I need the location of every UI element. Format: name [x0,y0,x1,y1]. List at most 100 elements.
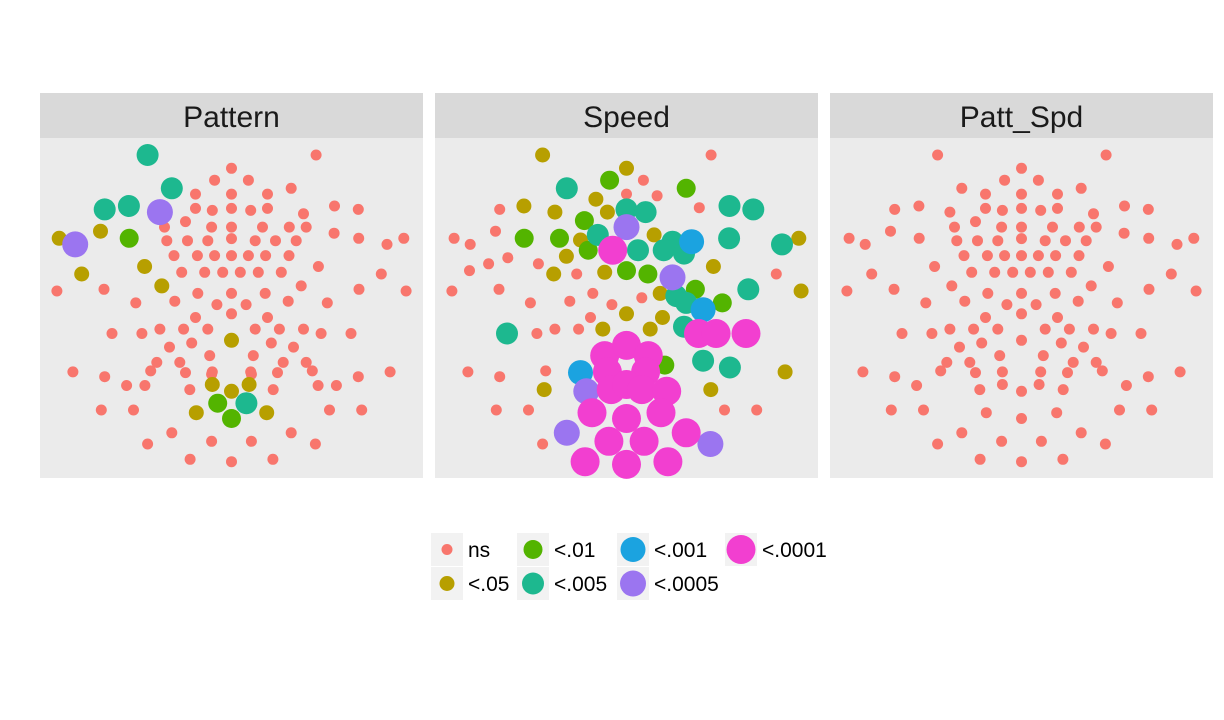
electrode-point [137,259,153,274]
electrode-point [249,235,261,247]
electrode-point [130,297,142,309]
electrode-point [996,379,1008,390]
electrode-point [793,283,809,299]
electrode-point [841,285,853,297]
electrode-point [282,295,294,307]
electrode-point [267,453,279,465]
electrode-point [1016,162,1027,174]
electrode-point [994,350,1006,362]
electrode-point [259,287,271,299]
electrode-point [974,384,986,396]
electrode-point [329,200,340,212]
electrode-point [121,380,133,391]
legend-item: <.0005 [617,567,719,600]
electrode-point [119,228,139,248]
electrode-point [186,337,198,349]
electrode-point [612,330,641,360]
electrode-point [951,235,963,247]
electrode-point [646,227,662,243]
electrode-point [1165,268,1177,280]
electrode-point [932,149,944,161]
electrode-point [621,188,632,200]
electrode-point [136,328,148,339]
legend-swatch [439,576,455,591]
electrode-point [226,308,237,320]
electrode-point [866,268,878,280]
electrode-point [288,341,299,353]
electrode-point [742,198,765,221]
electrode-point [139,380,151,391]
electrode-point [235,392,258,415]
electrode-point [638,264,658,284]
electrode-point [154,323,166,335]
electrode-point [949,221,960,233]
electrode-point [93,223,108,239]
electrode-point [446,285,458,297]
electrode-point [224,383,239,399]
electrode-point [209,174,221,186]
electrode-point [1090,221,1102,233]
electrode-point [241,377,257,392]
electrode-point [494,371,506,383]
electrode-point [692,349,715,372]
electrode-point [247,350,259,362]
electrode-point [634,201,657,224]
electrode-point [1016,188,1027,200]
electrode-point [999,250,1011,262]
electrode-point [619,160,634,176]
electrode-point [226,287,237,299]
electrode-point [920,297,932,309]
electrode-point [615,198,638,221]
facet-strip [40,93,423,138]
electrode-point [1119,200,1130,212]
electrode-point [67,366,79,378]
electrode-point [1135,328,1147,339]
electrode-point [1099,438,1111,450]
electrode-point [606,299,618,311]
electrode-point [718,227,741,250]
electrode-point [1067,356,1079,368]
facet-strip [830,93,1213,138]
electrode-point [718,356,741,379]
electrode-point [913,200,925,212]
electrode-point [1039,323,1051,335]
electrode-point [462,366,474,378]
legend-label: ns [468,539,490,562]
electrode-point [1073,250,1085,262]
electrode-point [1142,371,1154,383]
electrode-point [976,337,988,349]
electrode-point [929,261,941,272]
electrode-point [226,162,237,174]
electrode-point [1050,250,1062,262]
electrode-point [285,182,297,194]
electrode-point [136,144,159,166]
electrode-point [1032,250,1044,262]
electrode-point [226,221,237,233]
electrode-point [300,356,312,368]
electrode-point [974,453,986,465]
electrode-point [1001,299,1013,311]
electrode-point [93,198,116,221]
electrode-point [353,283,365,295]
electrode-point [1088,208,1099,220]
electrode-point [496,322,518,345]
electrode-point [553,419,580,446]
electrode-point [731,319,761,348]
electrode-point [384,366,396,378]
electrode-point [176,266,188,278]
electrode-point [1085,280,1097,292]
electrode-point [188,405,204,421]
electrode-point [180,216,191,228]
electrode-point [180,367,191,379]
electrode-point [777,364,793,380]
electrode-point [885,404,897,416]
facet-strip-label: Pattern [183,101,280,134]
electrode-point [613,214,640,241]
electrode-point [956,427,968,439]
electrode-point [204,350,216,362]
electrode-point [242,250,254,262]
electrode-point [1024,266,1036,278]
electrode-point [627,239,649,262]
electrode-point [298,208,309,220]
electrode-point [151,356,163,368]
